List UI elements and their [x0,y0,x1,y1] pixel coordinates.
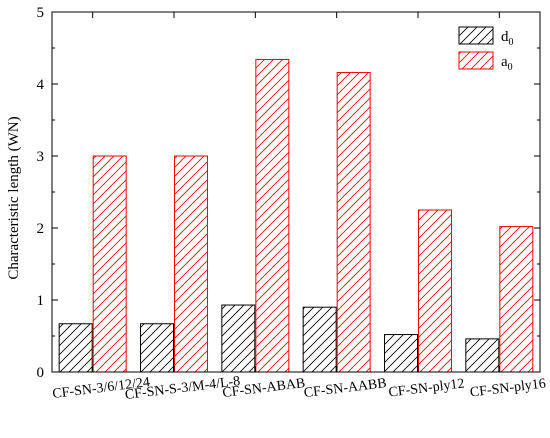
y-tick-label: 2 [37,221,45,237]
legend-label-a0: a0 [501,54,513,73]
y-tick-label: 3 [37,149,45,165]
bar-a0-2 [174,155,208,373]
y-tick-label: 1 [37,293,45,309]
bars-layer [58,59,534,373]
bar-d0-4 [302,306,337,373]
bar-d0-1 [58,323,93,373]
bar-d0-3 [221,304,256,373]
category-label: CF-SN-ply12 [388,376,465,400]
y-axis-label: Characteristic length (WN) [6,116,22,279]
bar-d0-5 [384,334,418,373]
axes-layer: 0 1 2 3 4 5 [37,5,541,381]
y-tick-label: 0 [37,365,45,381]
legend-swatch-a0 [458,51,494,70]
y-tick-label: 5 [37,5,45,21]
legend-label-d0: d0 [501,29,514,48]
legend-swatch-d0 [458,26,494,45]
y-tick-label: 4 [37,77,45,93]
category-label: CF-SN-ply16 [469,376,546,400]
category-labels: CF-SN-3/6/12/24CF-SN-S-3/M-4/L-8CF-SN-AB… [52,374,547,403]
bar-a0-4 [336,71,371,373]
bar-a0-1 [92,155,127,373]
bar-d0-6 [465,338,500,373]
category-label: CF-SN-AABB [303,376,387,401]
bar-a0-5 [418,209,452,373]
bar-d0-2 [140,323,174,373]
bar-a0-3 [255,59,290,373]
bar-a0-6 [499,226,534,373]
